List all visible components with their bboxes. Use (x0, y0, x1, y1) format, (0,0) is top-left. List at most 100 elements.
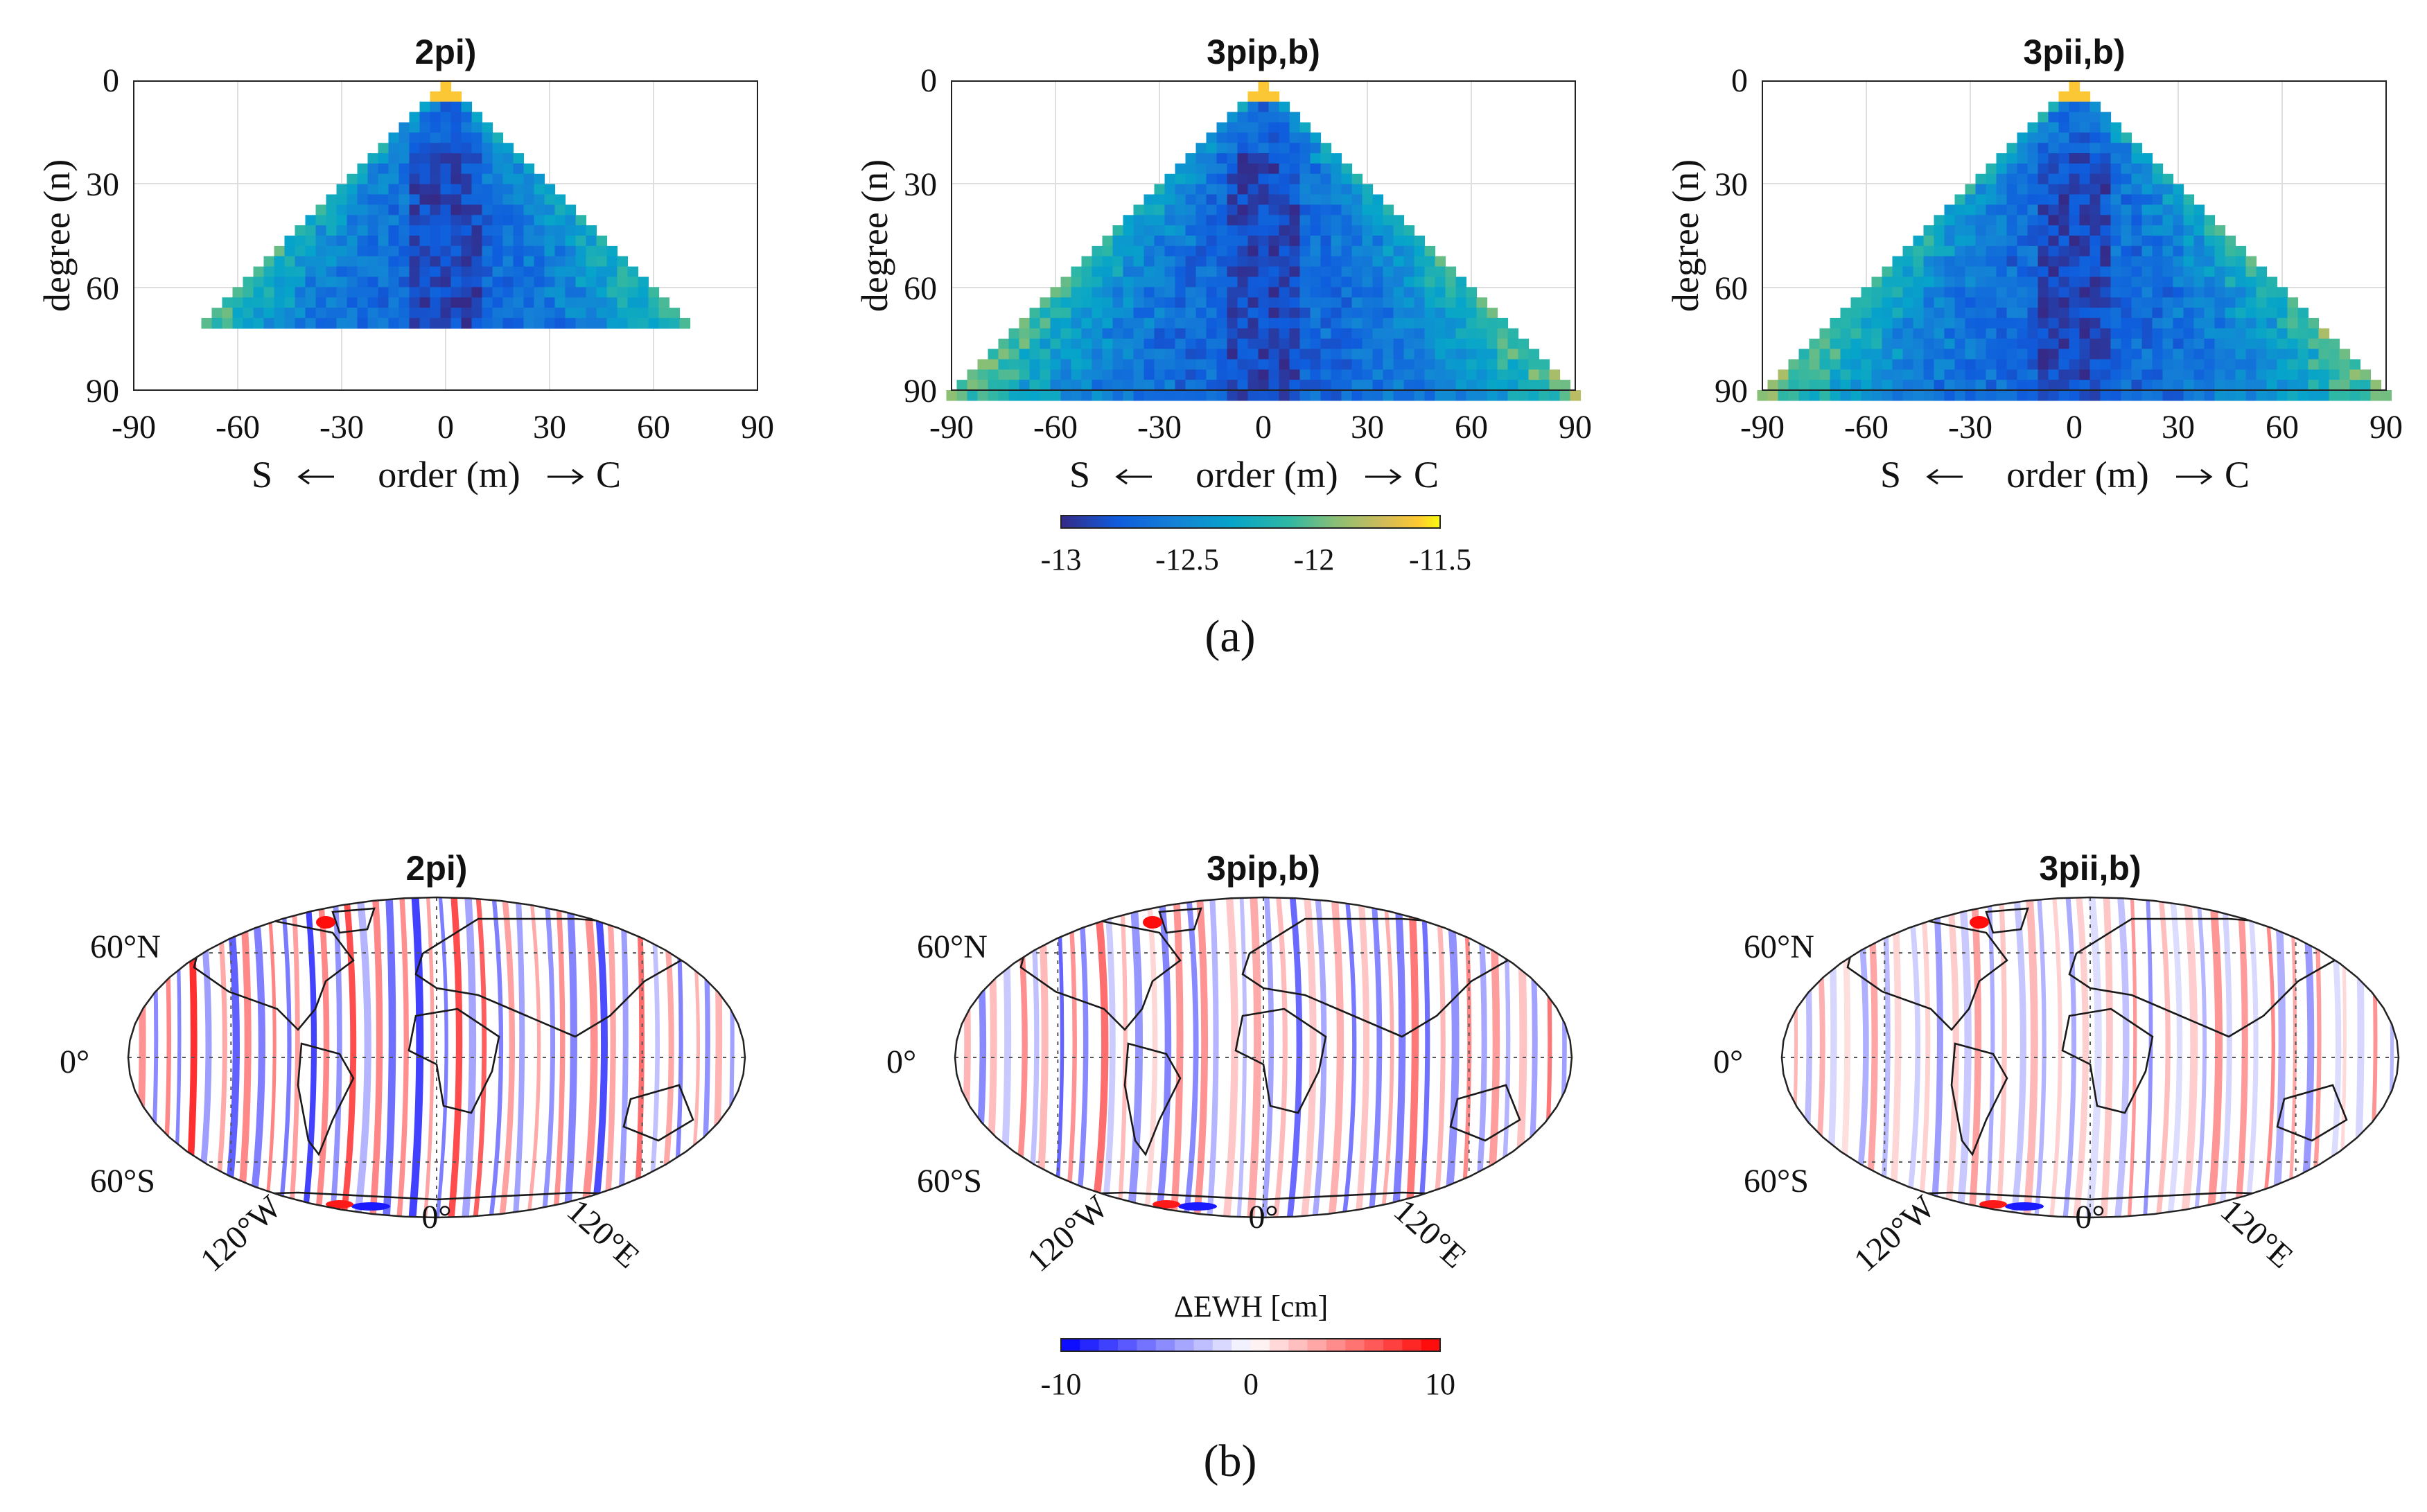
heatmap-cell (2038, 163, 2049, 175)
coastline (1019, 917, 1182, 1031)
heatmap-cell (1112, 338, 1124, 350)
heatmap-cell (1133, 328, 1145, 340)
heatmap-cell (2152, 328, 2164, 340)
heatmap-cell (1154, 349, 1166, 360)
heatmap-cell (1435, 328, 1446, 340)
heatmap-cell (2266, 349, 2278, 360)
heatmap-cell (2079, 287, 2091, 298)
heatmap-cell (2058, 390, 2070, 401)
heatmap-cell (2297, 390, 2309, 401)
heatmap-cell (1435, 308, 1446, 319)
heatmap-cell (2058, 297, 2070, 308)
colorbar-tick: -12 (1294, 543, 1335, 577)
heatmap-cell (2089, 101, 2101, 113)
heatmap-cell (336, 236, 348, 247)
heatmap-cell (388, 163, 400, 175)
heatmap-cell (1934, 359, 1945, 370)
heatmap-cell (2235, 369, 2247, 380)
heatmap-cell (378, 215, 389, 226)
heatmap-cell (1175, 390, 1186, 401)
heatmap-cell (2006, 349, 2018, 360)
heatmap-cell (2017, 276, 2029, 288)
heatmap-cell (1913, 359, 1925, 370)
heatmap-cell (1986, 308, 1997, 319)
heatmap-cell (211, 317, 223, 329)
heatmap-cell (430, 317, 441, 329)
heatmap-cell (450, 266, 462, 278)
heatmap-cell (419, 287, 431, 298)
heatmap-cell (2183, 256, 2195, 267)
heatmap-cell (1154, 204, 1166, 216)
heatmap-cell (1975, 184, 1987, 195)
heatmap-cell (1518, 359, 1530, 370)
heatmap-cell (2152, 359, 2164, 370)
heatmap-cell (1954, 236, 1966, 247)
heatmap-cell (367, 297, 379, 308)
heatmap-cell (1258, 204, 1270, 216)
heatmap-cell (1237, 349, 1249, 360)
lat-label-60s: 60°S (917, 1163, 982, 1199)
heatmap-cell (347, 236, 358, 247)
heatmap-cell (1944, 204, 1956, 216)
heatmap-cell (1986, 266, 1997, 278)
heatmap-cell (2006, 143, 2018, 154)
heatmap-cell (1227, 338, 1238, 350)
x-tick: -30 (1948, 409, 1992, 446)
heatmap-cell (1351, 245, 1363, 257)
heatmap-cell (2204, 390, 2216, 401)
heatmap-cell (2152, 173, 2164, 185)
heatmap-cell (232, 308, 244, 319)
heatmap-cell (2152, 287, 2164, 298)
heatmap-cell (1861, 390, 1873, 401)
heatmap-cell (1861, 349, 1873, 360)
heatmap-cell (1289, 287, 1301, 298)
heatmap-cell (1466, 308, 1478, 319)
map-frame (127, 896, 746, 1219)
heatmap-cell (1996, 163, 2008, 175)
heatmap-cell (1871, 276, 1883, 288)
heatmap-cell (2079, 122, 2091, 133)
heatmap-cell (2089, 338, 2101, 350)
heatmap-cell (2017, 380, 2029, 391)
heatmap-cell (461, 153, 473, 164)
heatmap-cell (1112, 266, 1124, 278)
heatmap-cell (1830, 380, 1841, 391)
heatmap-cell (2214, 380, 2226, 391)
heatmap-cell (1102, 236, 1114, 247)
heatmap-cell (2100, 380, 2112, 391)
heatmap-cell (575, 308, 587, 319)
heatmap-cell (295, 225, 306, 236)
heatmap-cell (1175, 225, 1186, 236)
heatmap-cell (357, 225, 369, 236)
heatmap-cell (315, 204, 327, 216)
heatmap-cell (617, 308, 629, 319)
heatmap-cell (1414, 349, 1426, 360)
coastline (193, 917, 355, 1031)
heatmap-cell (2141, 297, 2153, 308)
left-arrow-icon (1926, 468, 1963, 485)
heatmap-cell (1216, 194, 1228, 205)
heatmap-cell (2162, 256, 2174, 267)
heatmap-cell (1850, 349, 1862, 360)
heatmap-cell (1060, 297, 1072, 308)
heatmap-cell (1320, 308, 1332, 319)
lon-label-0: 0° (421, 1199, 451, 1236)
heatmap-cell (1892, 287, 1904, 298)
heatmap-cell (627, 297, 639, 308)
heatmap-cell (1216, 204, 1228, 216)
heatmap-cell (2214, 369, 2226, 380)
heatmap-cell (1164, 266, 1176, 278)
heatmap-cell (1362, 359, 1374, 370)
heatmap-cell (367, 276, 379, 288)
heatmap-cell (492, 276, 504, 288)
heatmap-cell (1975, 359, 1987, 370)
heatmap-cell (1289, 132, 1301, 143)
heatmap-cell (2038, 215, 2049, 226)
heatmap-cell (2038, 256, 2049, 267)
heatmap-cell (523, 236, 535, 247)
heatmap-cell (2058, 194, 2070, 205)
heatmap-cell (1268, 173, 1280, 185)
heatmap-cell (1913, 308, 1925, 319)
heatmap-cell (2173, 338, 2184, 350)
signal-blob (1153, 1200, 1180, 1208)
